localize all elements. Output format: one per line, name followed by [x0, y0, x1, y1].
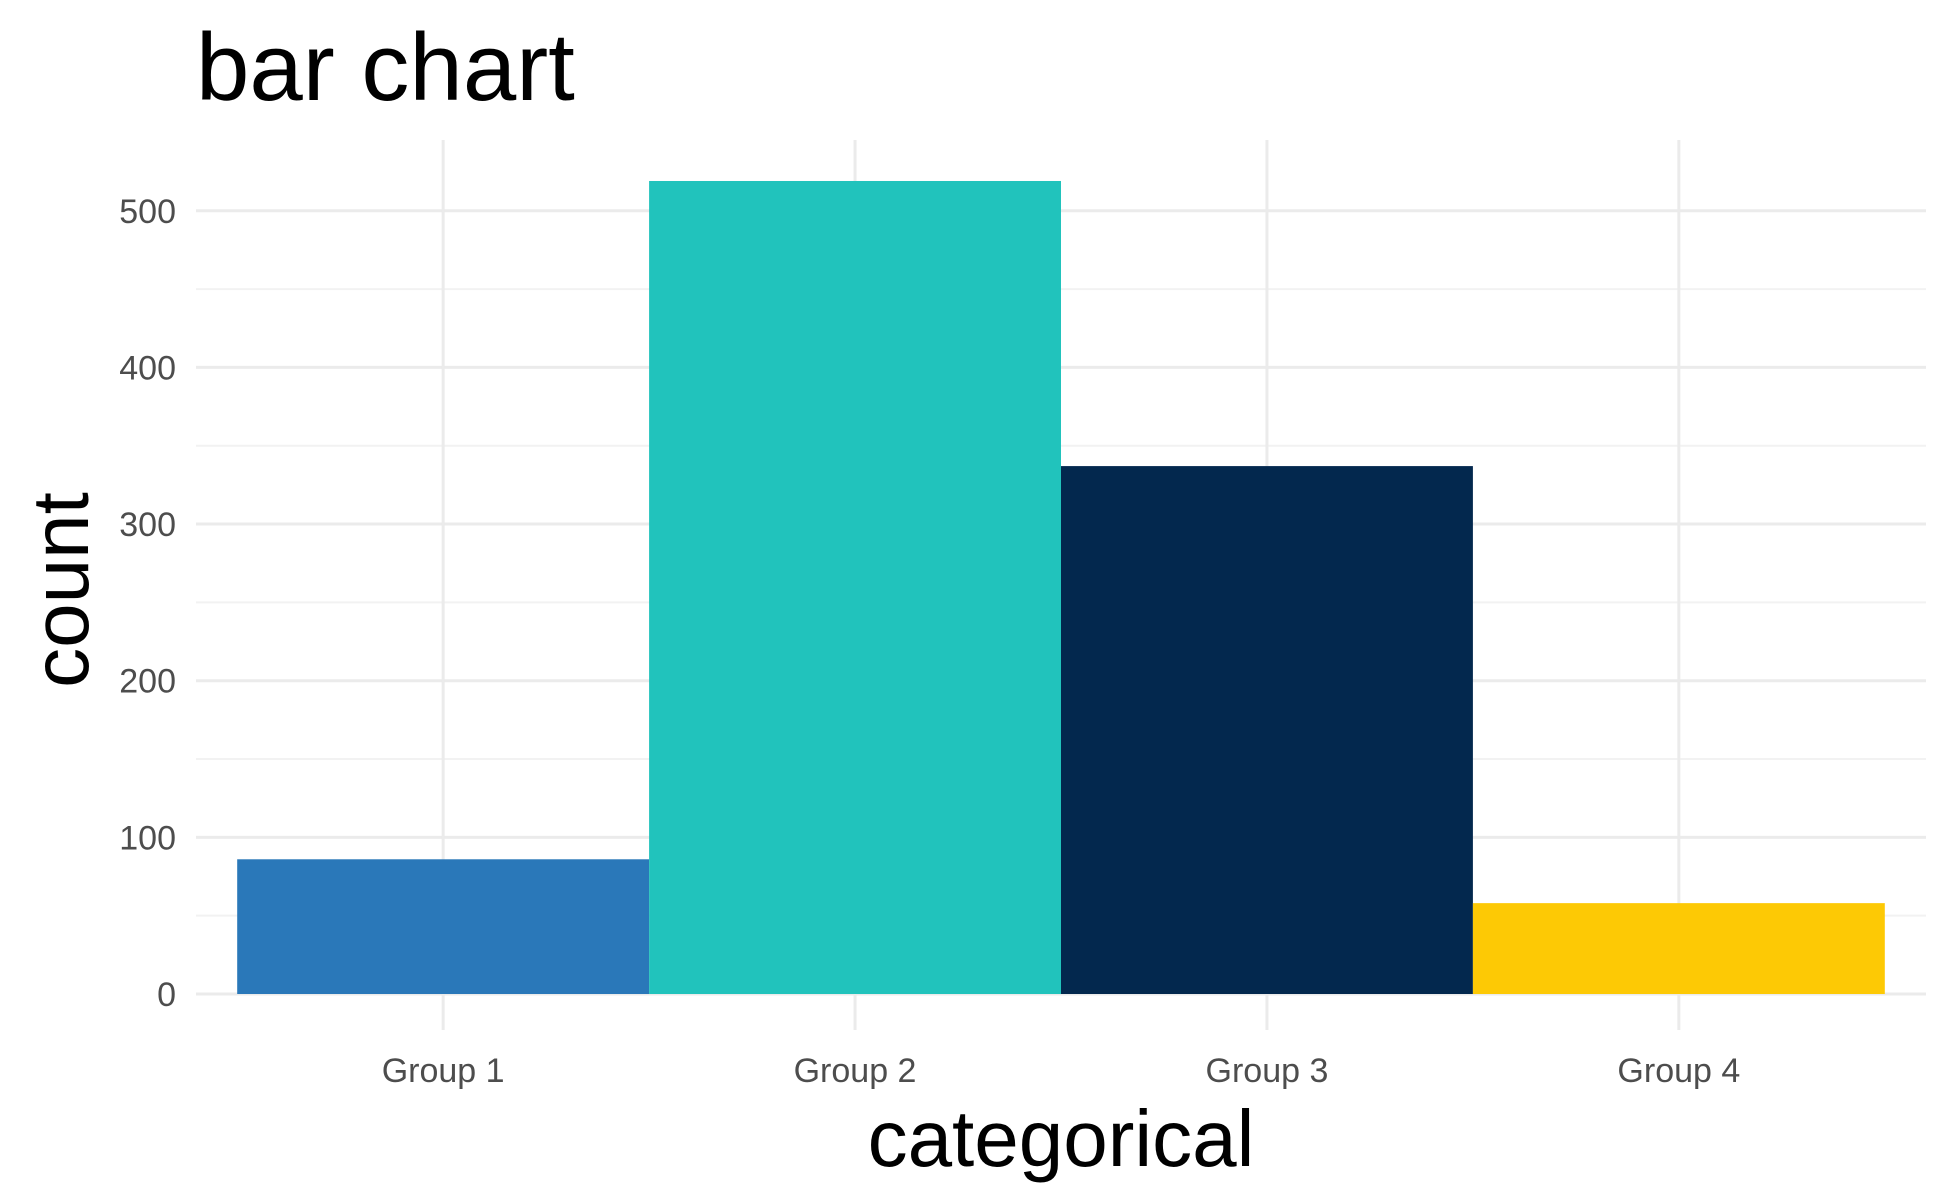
y-tick-label: 100	[119, 819, 176, 857]
y-axis-ticks: 0 100 200 300 400 500	[119, 193, 176, 1014]
bar-group-2	[649, 180, 1061, 994]
bar-group-3	[1061, 466, 1473, 995]
y-tick-label: 500	[119, 193, 176, 231]
y-tick-label: 200	[119, 663, 176, 701]
x-tick-label: Group 3	[1206, 1052, 1329, 1090]
y-tick-label: 300	[119, 506, 176, 544]
x-tick-label: Group 2	[794, 1052, 917, 1090]
x-axis-title: categorical	[868, 1094, 1255, 1183]
y-tick-label: 0	[157, 976, 176, 1014]
y-axis-title: count	[16, 492, 105, 688]
x-tick-label: Group 1	[382, 1052, 505, 1090]
bar-group-4	[1472, 903, 1885, 994]
y-tick-label: 400	[119, 349, 176, 387]
x-axis-ticks: Group 1 Group 2 Group 3 Group 4	[382, 1052, 1741, 1090]
x-tick-label: Group 4	[1617, 1052, 1740, 1090]
bars	[237, 180, 1885, 995]
bar-group-1	[237, 859, 650, 994]
chart-title: bar chart	[196, 14, 575, 121]
